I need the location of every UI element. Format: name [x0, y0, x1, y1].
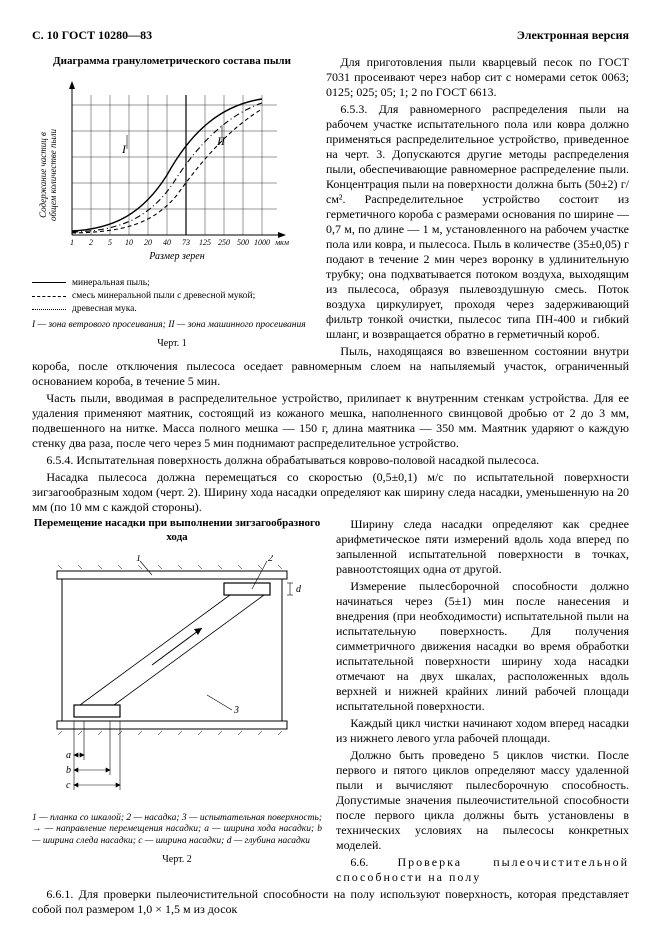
- svg-text:1: 1: [136, 555, 141, 564]
- paragraph-4: Часть пыли, вводимая в распределительное…: [32, 391, 629, 451]
- svg-text:125: 125: [199, 238, 211, 247]
- legend-mineral: минеральная пыль;: [72, 277, 150, 289]
- paragraph-3: Пыль, находящаяся во взвешенном состояни…: [32, 344, 629, 389]
- svg-text:5: 5: [108, 238, 112, 247]
- svg-text:250: 250: [218, 238, 230, 247]
- svg-text:I: I: [121, 142, 127, 156]
- svg-text:Содержание частиц в: Содержание частиц в: [38, 132, 48, 218]
- svg-text:Размер зерен: Размер зерен: [148, 251, 204, 262]
- svg-text:1000: 1000: [254, 238, 270, 247]
- svg-text:2: 2: [268, 555, 273, 564]
- paragraph-12: 6.6.1. Для проверки пылеочистительной сп…: [32, 887, 629, 917]
- page-header-right: Электронная версия: [517, 28, 629, 43]
- svg-text:40: 40: [163, 238, 171, 247]
- figure-1-legend: минеральная пыль; смесь минеральной пыли…: [32, 277, 312, 316]
- svg-text:II: II: [216, 134, 226, 148]
- figure-2-title: Перемещение насадки при выполнении зигза…: [32, 517, 322, 545]
- svg-text:20: 20: [144, 238, 152, 247]
- figure-2-label: Черт. 2: [32, 854, 322, 867]
- svg-text:c: c: [66, 780, 71, 791]
- figure-2-block: Перемещение насадки при выполнении зигза…: [32, 517, 322, 867]
- svg-text:73: 73: [182, 238, 190, 247]
- svg-text:b: b: [66, 765, 71, 776]
- figure-1-label: Черт. 1: [32, 338, 312, 351]
- svg-text:1: 1: [70, 238, 74, 247]
- svg-text:10: 10: [125, 238, 133, 247]
- legend-mix: смесь минеральной пыли с древесной мукой…: [72, 290, 255, 302]
- figure-2-note: 1 — планка со шкалой; 2 — насадка; 3 — и…: [32, 813, 322, 849]
- legend-wood: древесная мука.: [72, 303, 137, 315]
- zigzag-diagram: 1 2 3 d a b c: [32, 555, 312, 805]
- svg-text:500: 500: [237, 238, 249, 247]
- figure-1-title: Диаграмма гранулометрического состава пы…: [32, 55, 312, 69]
- paragraph-5: 6.5.4. Испытательная поверхность должна …: [32, 453, 629, 468]
- page-header-left: С. 10 ГОСТ 10280—83: [32, 28, 152, 43]
- svg-text:общем количестве пыли: общем количестве пыли: [48, 128, 58, 221]
- svg-text:d: d: [296, 584, 302, 595]
- paragraph-6: Насадка пылесоса должна перемещаться со …: [32, 470, 629, 515]
- svg-text:3: 3: [233, 705, 239, 716]
- svg-text:мкм: мкм: [274, 238, 289, 247]
- granulometric-chart: I II Содержание частиц в общем количеств…: [32, 75, 292, 265]
- svg-text:2: 2: [89, 238, 93, 247]
- figure-1-block: Диаграмма гранулометрического состава пы…: [32, 55, 312, 350]
- figure-1-zone-note: I — зона ветрового просеивания; II — зон…: [32, 320, 312, 332]
- svg-text:a: a: [66, 750, 71, 761]
